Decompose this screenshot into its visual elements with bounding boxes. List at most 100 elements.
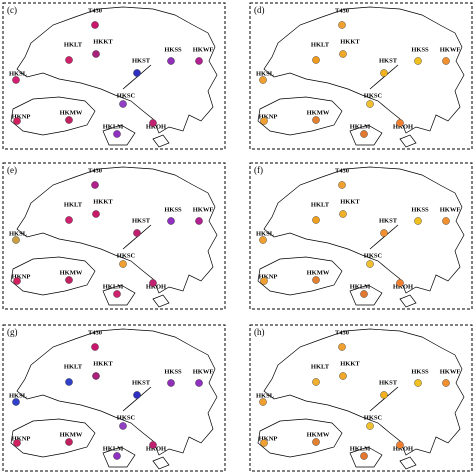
station-label: HKSL <box>256 392 275 399</box>
station-label: HKSS <box>411 368 429 375</box>
station-label: HKNP <box>259 113 278 120</box>
station-dot <box>396 279 404 287</box>
station-label: T430 <box>335 7 349 14</box>
station-dot <box>167 57 175 65</box>
station-label: HKLM <box>350 445 371 452</box>
station-label: HKSC <box>364 92 383 99</box>
station-label: HKLM <box>103 283 124 290</box>
station-label: HKMW <box>307 269 330 276</box>
station-label: HKMW <box>60 109 83 116</box>
station-dot <box>65 276 73 284</box>
station-dot <box>91 343 99 351</box>
station-label: HKWF <box>193 46 214 53</box>
station-dot <box>260 277 268 285</box>
station-dot <box>312 216 320 224</box>
station-dot <box>339 50 347 58</box>
station-dot <box>360 452 368 460</box>
station-dot <box>13 439 21 447</box>
station-label: HKWF <box>193 206 214 213</box>
station-label: HKSL <box>9 392 28 399</box>
station-label: HKST <box>379 379 398 386</box>
station-dot <box>13 277 21 285</box>
station-label: HKLT <box>64 363 83 370</box>
station-label: HKKT <box>93 360 113 367</box>
station-label: HKWF <box>440 368 461 375</box>
station-label: HKWF <box>440 46 461 53</box>
station-dot <box>13 117 21 125</box>
station-dot <box>360 130 368 138</box>
station-dot <box>149 441 157 449</box>
station-dot <box>260 439 268 447</box>
station-dot <box>119 422 127 430</box>
station-dot <box>149 279 157 287</box>
station-dot <box>65 438 73 446</box>
station-label: HKKT <box>340 198 360 205</box>
station-label: HKSC <box>364 414 383 421</box>
station-label: HKSL <box>256 70 275 77</box>
station-label: HKLM <box>103 123 124 130</box>
station-dot <box>133 229 141 237</box>
station-dot <box>119 260 127 268</box>
station-label: HKOH <box>393 123 413 130</box>
station-dot <box>12 76 20 84</box>
station-label: HKSL <box>9 230 28 237</box>
station-label: HKSL <box>256 230 275 237</box>
panel-label: (g) <box>7 327 18 337</box>
station-dot <box>380 391 388 399</box>
station-label: HKKT <box>93 198 113 205</box>
station-dot <box>259 76 267 84</box>
station-label: HKOH <box>146 123 166 130</box>
panel-frame <box>2 324 226 472</box>
station-dot <box>113 290 121 298</box>
station-label: HKST <box>132 217 151 224</box>
panel-frame <box>2 2 226 150</box>
station-label: HKNP <box>259 273 278 280</box>
station-dot <box>91 21 99 29</box>
panel-label: (e) <box>7 165 17 175</box>
map-panel: (c) T430 HKLT HKKT HKST HKSS HKWF HKSL HKSC HKMW H… <box>2 2 226 150</box>
station-dot <box>65 216 73 224</box>
map-panel: (e) T430 HKLT HKKT HKST HKSS HKWF HKSL HKSC HKMW H… <box>2 162 226 310</box>
station-label: HKSC <box>117 92 136 99</box>
map-panel: (h) T430 HKLT HKKT HKST HKSS HKWF HKSL HKSC HKMW H… <box>249 324 473 472</box>
station-dot <box>396 119 404 127</box>
station-label: HKST <box>132 379 151 386</box>
station-dot <box>339 210 347 218</box>
station-label: HKSL <box>9 70 28 77</box>
station-dot <box>119 100 127 108</box>
station-dot <box>366 422 374 430</box>
station-dot <box>366 260 374 268</box>
station-dot <box>380 229 388 237</box>
station-dot <box>312 438 320 446</box>
panel-frame <box>249 2 473 150</box>
panel-label: (d) <box>254 5 265 15</box>
station-dot <box>65 378 73 386</box>
station-dot <box>133 391 141 399</box>
station-dot <box>312 116 320 124</box>
station-dot <box>414 217 422 225</box>
station-label: HKST <box>132 57 151 64</box>
station-dot <box>195 379 203 387</box>
station-dot <box>12 236 20 244</box>
station-dot <box>92 50 100 58</box>
panel-frame <box>249 162 473 310</box>
station-label: HKKT <box>340 360 360 367</box>
panel-label: (f) <box>254 165 263 175</box>
station-dot <box>133 69 141 77</box>
station-dot <box>312 378 320 386</box>
station-label: HKWF <box>440 206 461 213</box>
station-label: HKNP <box>12 435 31 442</box>
station-label: HKOH <box>146 445 166 452</box>
station-label: HKLM <box>350 123 371 130</box>
station-label: HKKT <box>93 38 113 45</box>
station-dot <box>259 398 267 406</box>
panel-label: (h) <box>254 327 265 337</box>
station-dot <box>380 69 388 77</box>
station-label: HKLT <box>64 201 83 208</box>
station-dot <box>338 343 346 351</box>
station-label: HKOH <box>393 445 413 452</box>
station-dot <box>91 181 99 189</box>
station-label: HKSS <box>164 46 182 53</box>
panel-label: (c) <box>7 5 17 15</box>
